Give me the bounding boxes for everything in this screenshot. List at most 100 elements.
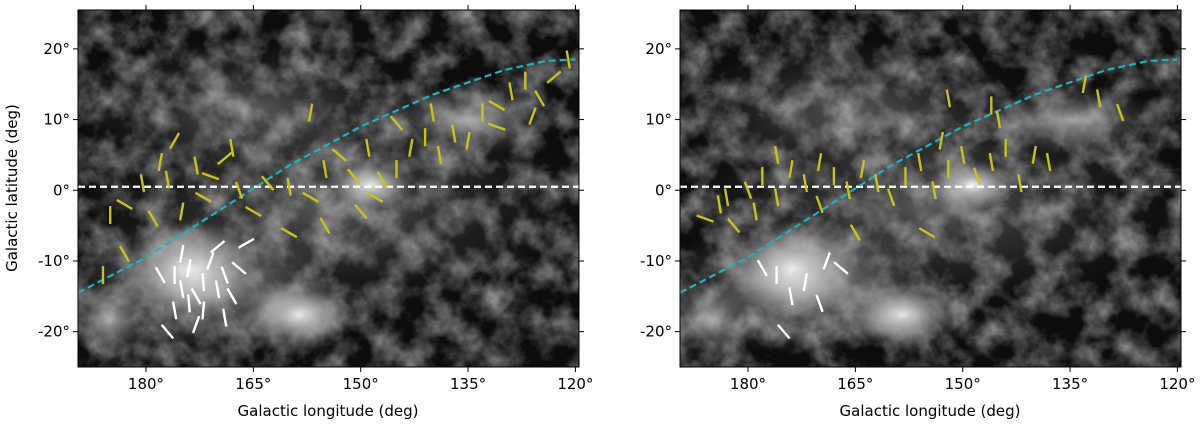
polarization-vector [201, 301, 206, 320]
polarization-vector [773, 145, 780, 165]
polarization-vector [319, 217, 331, 234]
polarization-vector [222, 308, 228, 327]
polarization-vector [226, 287, 238, 305]
polarization-vector [157, 152, 164, 172]
y-tick-label: 10° [43, 111, 70, 129]
polarization-vector [302, 191, 319, 203]
polarization-vector [886, 188, 896, 207]
y-tick-label: 0° [655, 181, 672, 199]
polarization-vector [465, 131, 471, 150]
axes-frame [77, 9, 580, 368]
polarization-vector [931, 181, 937, 200]
polarization-vector [154, 266, 166, 284]
polarization-vector [756, 259, 768, 277]
y-axis-label: Galactic latitude (deg) [3, 104, 21, 272]
polarization-vector [802, 174, 808, 193]
polarization-vector [816, 152, 823, 172]
polarization-vector [743, 181, 753, 200]
polarization-vector [209, 240, 226, 254]
polarization-vector [376, 171, 388, 189]
polarization-vector [716, 195, 723, 214]
polarization-vector [389, 115, 404, 131]
x-tick-label: 165° [235, 375, 271, 393]
polarization-vector [726, 217, 741, 234]
polarization-vector [307, 103, 314, 122]
polarization-vector [451, 124, 457, 143]
polarization-vector [788, 287, 794, 306]
polarization-vector [164, 170, 171, 189]
polarization-vector [190, 287, 202, 305]
polarization-vector [193, 156, 199, 175]
dust-map-background [78, 10, 579, 367]
polarization-vector [815, 294, 824, 313]
x-axis-label: Galactic longitude (deg) [840, 402, 1021, 420]
x-tick-label: 120° [557, 375, 593, 393]
yellow-vectors [696, 75, 1125, 242]
polarization-vector [918, 227, 936, 239]
polarization-vector [194, 191, 212, 203]
polarization-vector [777, 324, 791, 340]
polarization-vector [1115, 103, 1125, 122]
dust-map-background [680, 10, 1181, 367]
polarization-vector [995, 110, 1002, 129]
yellow-vectors [101, 50, 571, 285]
polarization-vector [1017, 174, 1023, 193]
polarization-vector [487, 122, 506, 131]
polarization-vector [116, 198, 133, 210]
polarization-vector [322, 159, 328, 179]
axes-frame [679, 9, 1182, 368]
y-tick-label: 20° [645, 40, 672, 58]
white-vectors [154, 237, 255, 340]
y-tick-label: 0° [53, 181, 70, 199]
polarization-vector [488, 99, 506, 111]
polarization-vector [429, 103, 435, 122]
polarization-vector [874, 174, 880, 193]
polarization-vector [229, 138, 235, 157]
polarization-vector [346, 168, 361, 184]
x-tick-label: 120° [1159, 375, 1195, 393]
polarization-vector [331, 148, 347, 162]
polarization-vector [1095, 89, 1102, 108]
x-tick-label: 135° [1052, 375, 1088, 393]
cyan-curve [680, 58, 1178, 294]
polarization-vector [366, 191, 384, 203]
polarization-vector [187, 294, 191, 313]
polarization-vector [534, 90, 546, 107]
white-vectors [756, 252, 849, 340]
polarization-vector [945, 89, 952, 108]
polarization-vector [191, 315, 201, 334]
polarization-vector [160, 324, 175, 340]
cyan-curve [78, 58, 576, 294]
polarization-vector [217, 151, 233, 166]
y-tick-label: -10° [38, 252, 70, 270]
polarization-vector [752, 202, 758, 221]
polarization-vector [234, 181, 244, 200]
left-panel: 180° 165° 150° 135° 120° 20° 10° 0° -10° -20° Gal… [3, 5, 593, 420]
y-tick-label: 10° [645, 111, 672, 129]
polarization-vector [179, 244, 185, 264]
right-panel: 180° 165° 150° 135° 120° 20° 10° 0° -10° -20° Gal… [640, 5, 1195, 420]
polarization-vector [231, 261, 247, 275]
polarization-vector [237, 237, 255, 249]
polarization-vector [1045, 152, 1052, 172]
polarization-vector [528, 107, 537, 125]
polarization-vector [859, 159, 866, 179]
polarization-vector [546, 70, 562, 84]
polarization-vector [788, 159, 794, 179]
x-tick-label: 180° [128, 375, 164, 393]
x-tick-label: 150° [945, 375, 981, 393]
polarization-vector [220, 266, 229, 285]
polarization-vector [972, 167, 982, 186]
polarization-vector [286, 177, 292, 196]
polarization-vector [408, 138, 414, 157]
polarization-vector [206, 252, 215, 270]
y-tick-label: -10° [640, 252, 672, 270]
polarization-vector [147, 210, 159, 227]
polarization-vector [508, 82, 514, 101]
y-tick-label: -20° [38, 323, 70, 341]
polarization-vector [938, 131, 944, 150]
polarization-vector [353, 203, 368, 220]
x-axis-label: Galactic longitude (deg) [238, 402, 419, 420]
polarization-vector [822, 252, 831, 270]
polarization-vector [723, 188, 730, 207]
